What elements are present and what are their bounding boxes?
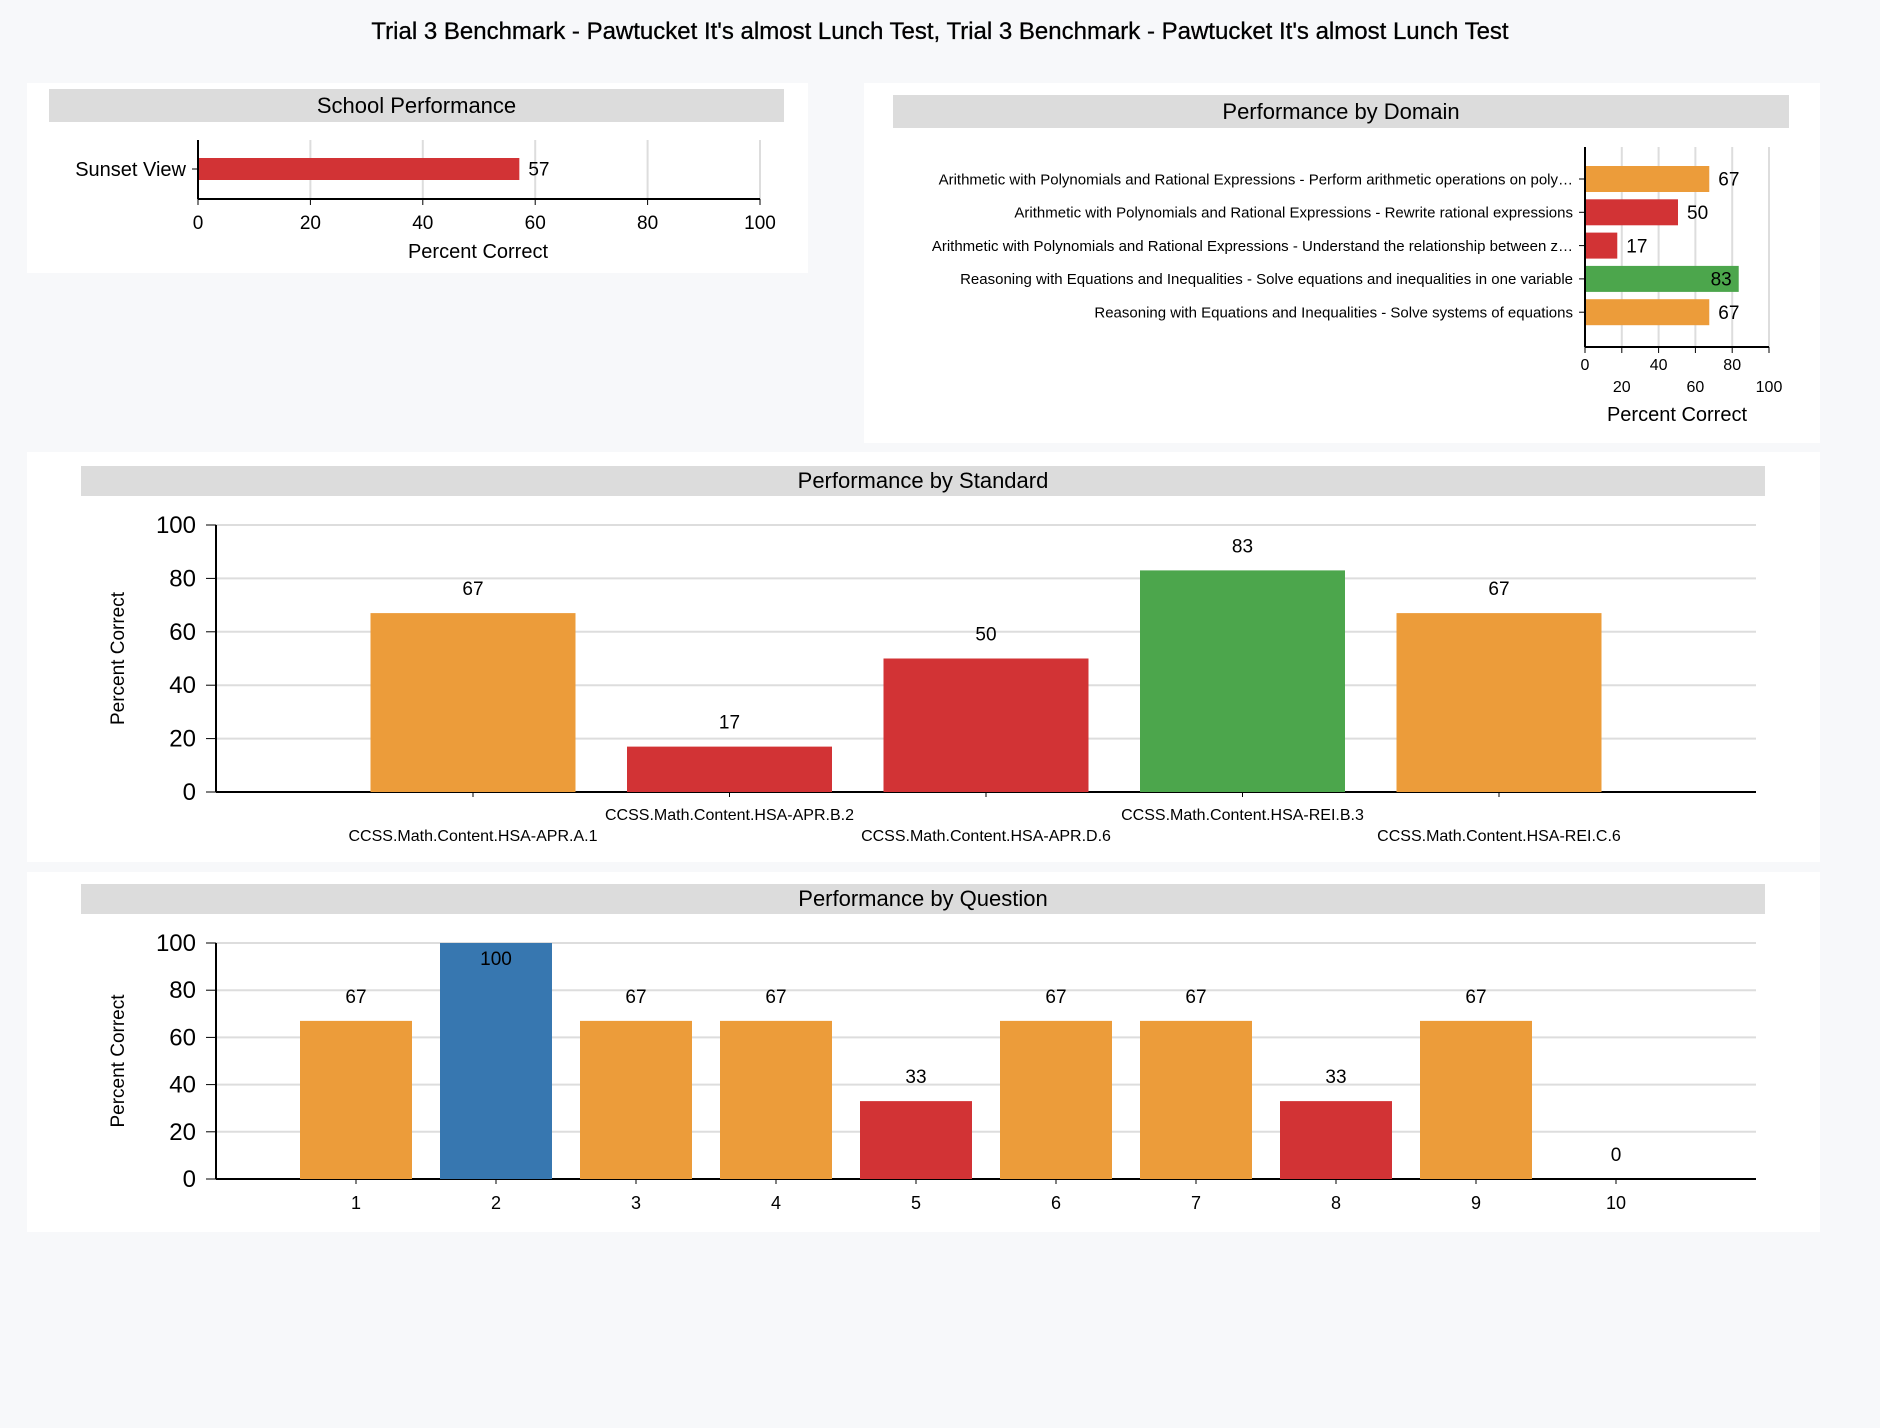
- question-category-label: 8: [1331, 1193, 1341, 1213]
- domain-bar: [1586, 232, 1618, 259]
- domain-tick-label: 40: [1650, 357, 1668, 374]
- domain-bar: [1586, 265, 1739, 292]
- standard-value-label: 17: [719, 713, 740, 734]
- question-bar: [440, 943, 552, 1179]
- question-category-label: 5: [911, 1193, 921, 1213]
- standard-tick-label: 20: [169, 726, 196, 753]
- question-bar: [1280, 1101, 1392, 1179]
- standard-tick-label: 100: [156, 512, 196, 539]
- question-value-label: 67: [345, 987, 366, 1008]
- domain-value-label: 50: [1687, 203, 1708, 224]
- question-value-label: 67: [1465, 987, 1486, 1008]
- question-tick-label: 100: [156, 930, 196, 957]
- question-tick-label: 80: [169, 977, 196, 1004]
- domain-x-axis-label: Percent Correct: [1607, 404, 1747, 426]
- standard-category-label: CCSS.Math.Content.HSA-APR.A.1: [349, 828, 598, 845]
- question-tick-label: 40: [169, 1072, 196, 1099]
- question-category-label: 2: [491, 1193, 501, 1213]
- school-x-axis-label: Percent Correct: [408, 241, 548, 263]
- question-tick-label: 0: [183, 1166, 196, 1193]
- standard-y-axis-label: Percent Correct: [108, 591, 129, 725]
- question-value-label: 0: [1611, 1145, 1622, 1166]
- question-value-label: 33: [1325, 1067, 1346, 1088]
- question-category-label: 10: [1606, 1193, 1626, 1213]
- standard-bar: [1396, 613, 1602, 792]
- domain-tick-label: 0: [1581, 357, 1590, 374]
- standard-bar: [1140, 570, 1345, 792]
- question-value-label: 67: [1185, 987, 1206, 1008]
- domain-tick-label: 60: [1687, 379, 1705, 396]
- school-tick-label: 80: [637, 213, 658, 234]
- question-value-label: 33: [905, 1067, 926, 1088]
- standard-value-label: 67: [462, 579, 483, 600]
- question-value-label: 67: [625, 987, 646, 1008]
- standard-bar: [883, 658, 1089, 792]
- standard-bar: [370, 613, 576, 792]
- domain-bar: [1586, 299, 1710, 326]
- standard-tick-label: 60: [169, 619, 196, 646]
- standard-tick-label: 80: [169, 565, 196, 592]
- question-value-label: 67: [765, 987, 786, 1008]
- school-tick-label: 20: [300, 213, 321, 234]
- question-category-label: 1: [351, 1193, 361, 1213]
- question-value-label: 100: [480, 949, 512, 970]
- standard-category-label: CCSS.Math.Content.HSA-REI.B.3: [1121, 807, 1364, 824]
- question-tick-label: 60: [169, 1024, 196, 1051]
- question-category-label: 9: [1471, 1193, 1481, 1213]
- question-y-axis-label: Percent Correct: [108, 994, 129, 1128]
- standard-value-label: 50: [975, 625, 996, 646]
- domain-tick-label: 80: [1723, 357, 1741, 374]
- domain-tick-label: 20: [1613, 379, 1631, 396]
- question-value-label: 67: [1045, 987, 1066, 1008]
- domain-tick-label: 100: [1756, 379, 1783, 396]
- domain-value-label: 67: [1718, 170, 1739, 191]
- school-category-label: Sunset View: [75, 159, 186, 181]
- standard-tick-label: 0: [183, 779, 196, 806]
- question-bar: [1000, 1020, 1112, 1179]
- standard-value-label: 67: [1488, 579, 1509, 600]
- domain-performance-header: Performance by Domain: [893, 95, 1789, 128]
- school-tick-label: 60: [525, 213, 546, 234]
- domain-category-label: Reasoning with Equations and Inequalitie…: [1094, 304, 1573, 321]
- domain-value-label: 83: [1711, 270, 1732, 291]
- page-title: Trial 3 Benchmark - Pawtucket It's almos…: [371, 18, 1509, 45]
- question-bar: [720, 1020, 832, 1179]
- domain-value-label: 67: [1718, 303, 1739, 324]
- domain-bar: [1586, 199, 1678, 226]
- school-bar: [199, 158, 520, 180]
- question-bar: [1140, 1020, 1252, 1179]
- standard-performance-header: Performance by Standard: [81, 466, 1765, 496]
- question-category-label: 7: [1191, 1193, 1201, 1213]
- question-performance-header: Performance by Question: [81, 884, 1765, 914]
- question-bar: [1420, 1020, 1532, 1179]
- standard-tick-label: 40: [169, 672, 196, 699]
- standard-category-label: CCSS.Math.Content.HSA-APR.B.2: [605, 807, 854, 824]
- domain-category-label: Arithmetic with Polynomials and Rational…: [1014, 205, 1573, 222]
- domain-category-label: Arithmetic with Polynomials and Rational…: [939, 171, 1573, 188]
- standard-category-label: CCSS.Math.Content.HSA-REI.C.6: [1377, 828, 1621, 845]
- school-tick-label: 0: [193, 213, 204, 234]
- question-bar: [580, 1020, 692, 1179]
- school-performance-header: School Performance: [49, 89, 784, 122]
- domain-category-label: Reasoning with Equations and Inequalitie…: [960, 271, 1573, 288]
- question-bar: [860, 1101, 972, 1179]
- question-tick-label: 20: [169, 1119, 196, 1146]
- school-value-label: 57: [528, 160, 549, 181]
- question-category-label: 3: [631, 1193, 641, 1213]
- domain-category-label: Arithmetic with Polynomials and Rational…: [932, 238, 1573, 255]
- standard-category-label: CCSS.Math.Content.HSA-APR.D.6: [861, 828, 1111, 845]
- domain-bar: [1586, 166, 1710, 192]
- standard-value-label: 83: [1232, 536, 1253, 557]
- domain-performance-panel: Performance by Domain: [864, 83, 1820, 443]
- domain-value-label: 17: [1626, 236, 1647, 257]
- standard-bar: [627, 746, 832, 792]
- question-category-label: 4: [771, 1193, 781, 1213]
- question-category-label: 6: [1051, 1193, 1061, 1213]
- school-tick-label: 40: [412, 213, 433, 234]
- question-bar: [300, 1020, 412, 1179]
- school-tick-label: 100: [744, 213, 776, 234]
